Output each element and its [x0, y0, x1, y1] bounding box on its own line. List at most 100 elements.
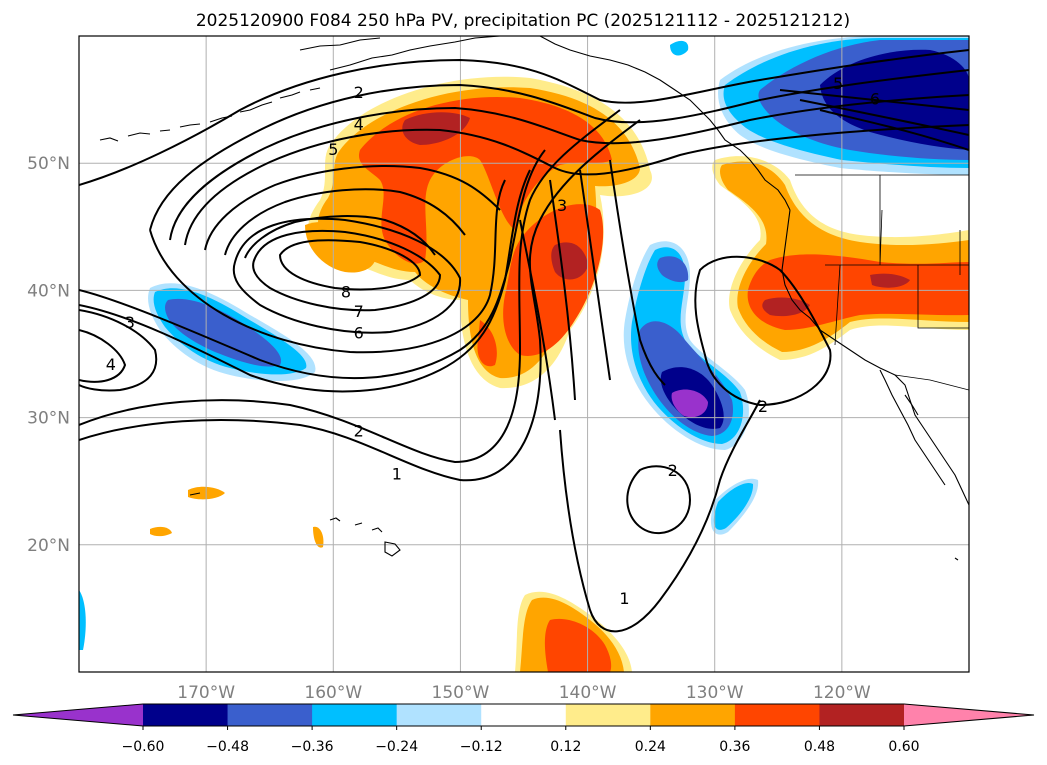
colorbar-swatch	[481, 704, 567, 726]
pv-contour-3-west	[79, 309, 158, 392]
pv-contour-trough-1	[519, 219, 556, 421]
contour-label: 4	[106, 355, 116, 374]
hawaiian-islands	[329, 517, 401, 557]
contour-label: 1	[392, 465, 402, 484]
colorbar-swatch	[143, 704, 229, 726]
lat-tick-label: 50°N	[27, 154, 70, 174]
lon-tick-label: 140°W	[559, 683, 617, 703]
colorbar-tick-label: 0.12	[550, 739, 581, 755]
lon-tick-label: 160°W	[304, 683, 362, 703]
pv-contour-7	[252, 229, 442, 312]
colorbar-swatch	[312, 704, 398, 726]
colorbar-tick-label: 0.48	[804, 739, 835, 755]
pv-contour-north-3	[169, 94, 969, 241]
map-frame	[78, 35, 970, 673]
colorbar-swatch	[565, 704, 651, 726]
revillagigedo	[954, 557, 959, 561]
pv-contour-8	[278, 239, 422, 291]
west-coast	[781, 209, 969, 506]
contour-label: 4	[354, 115, 364, 134]
pv-contour-north-2	[149, 69, 969, 231]
precip-hawaii-2	[150, 526, 172, 537]
contour-label: 8	[341, 283, 351, 302]
pv-contour-3	[79, 169, 531, 393]
map-title: 2025120900 F084 250 hPa PV, precipitatio…	[196, 11, 850, 31]
precip-coast-darkred	[762, 273, 910, 317]
colorbar-tick-label: −0.36	[291, 739, 334, 755]
precip-south-red	[544, 618, 612, 672]
lon-tick-label: 130°W	[686, 683, 744, 703]
longitude-tick-labels: 170°W 160°W 150°W 140°W 130°W 120°W	[177, 683, 871, 703]
contour-label: 5	[328, 140, 338, 159]
colorbar-tick-label: −0.60	[122, 739, 165, 755]
colorbar-extend-low	[13, 704, 143, 726]
colorbar-tick-label: 0.36	[719, 739, 750, 755]
lat-tick-label: 40°N	[27, 281, 70, 301]
colorbar-swatch	[396, 704, 482, 726]
pv-contour-trough-3	[579, 169, 611, 381]
contour-label: 3	[557, 196, 567, 215]
pv-contour-4	[79, 149, 546, 380]
precip-negative-central-purple	[671, 389, 708, 418]
pv-contour-2-small-loop	[626, 465, 692, 535]
aleutian-islands	[99, 87, 321, 142]
colorbar-tick-label: 0.24	[635, 739, 666, 755]
pv-contour-north-5	[204, 89, 969, 251]
contour-label: 5	[833, 74, 843, 93]
contour-label: 1	[619, 589, 629, 608]
pv-contour-trough-2	[549, 179, 576, 401]
colorbar-swatch	[819, 704, 905, 726]
baja-california	[879, 369, 946, 486]
colorbar-tick-label: −0.12	[460, 739, 503, 755]
precip-negative-edge	[79, 590, 86, 650]
colorbar-tick-label: 0.60	[888, 739, 919, 755]
colorbar-tick-label: −0.24	[375, 739, 418, 755]
pv-contour-4-west	[79, 329, 127, 383]
colorbar-swatch	[227, 704, 313, 726]
pv-contour-north-4	[184, 124, 969, 246]
colorbar-extend-high	[904, 704, 1034, 726]
gridlines	[79, 36, 969, 672]
precip-hawaii-3	[313, 526, 324, 548]
small-island	[189, 492, 201, 496]
state-borders	[825, 175, 969, 391]
colorbar-swatch	[734, 704, 820, 726]
lon-tick-label: 150°W	[432, 683, 490, 703]
alaska-coast	[299, 36, 791, 211]
pv-contour-5	[149, 179, 506, 354]
pv-contour-2	[79, 109, 621, 464]
latitude-tick-labels: 50°N 40°N 30°N 20°N	[27, 154, 70, 556]
pv-contour-north-6	[224, 99, 969, 256]
colorbar-tick-label: −0.48	[206, 739, 249, 755]
precip-negative-south-cyan	[713, 482, 754, 530]
contour-label: 6	[354, 323, 364, 342]
lat-tick-label: 30°N	[27, 409, 70, 429]
pv-contour-6	[232, 217, 462, 334]
contour-label: 3	[125, 313, 135, 332]
pv-contour-1-south	[559, 399, 761, 633]
lon-tick-label: 120°W	[813, 683, 871, 703]
colorbar: −0.60 −0.48 −0.36 −0.24 −0.12 0.12 0.24 0.36 0.4…	[12, 703, 1035, 755]
contour-label: 2	[354, 421, 364, 440]
pv-contour-1-west	[79, 119, 641, 482]
coastlines	[99, 36, 969, 561]
contour-label: 7	[354, 302, 364, 321]
precip-negative-north	[670, 40, 689, 56]
contour-label: 2	[668, 461, 678, 480]
pv-contour-north-7	[244, 109, 969, 259]
lat-tick-label: 20°N	[27, 536, 70, 556]
contour-label: 6	[870, 89, 880, 108]
contour-label: 2	[758, 397, 768, 416]
contour-label: 2	[354, 83, 364, 102]
lon-tick-label: 170°W	[177, 683, 235, 703]
borders	[795, 174, 969, 391]
precip-negative-west-blue	[165, 298, 282, 367]
pv-contour-2-loop	[694, 255, 832, 407]
colorbar-swatch	[650, 704, 736, 726]
pv-contours	[79, 49, 969, 633]
pv-contour-trough-4	[609, 159, 666, 386]
pv-contour-north-1	[79, 49, 969, 186]
